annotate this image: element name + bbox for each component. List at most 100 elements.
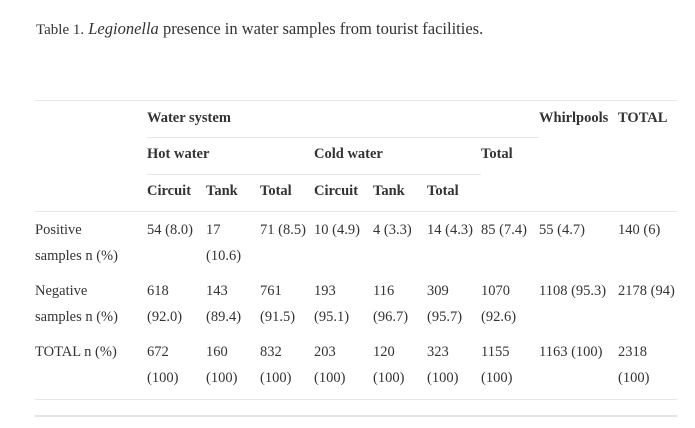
header-row-label-empty xyxy=(35,100,147,212)
header-hot-total: Total xyxy=(260,183,292,199)
row-label-line: TOTAL n (%) xyxy=(35,344,117,360)
cell-value: 10 (4.9) xyxy=(314,222,360,238)
cell-value: (100) xyxy=(147,370,179,386)
header-whirlpools: Whirlpools xyxy=(539,100,618,212)
table-body: Positive samples n (%) 54 (8.0) 17 (10.6) 71 … xyxy=(35,211,677,397)
cell-value: 55 (4.7) xyxy=(539,222,585,238)
cell-grand-total: 140 (6) xyxy=(618,211,677,274)
cell-hot-total: 71 (8.5) xyxy=(260,211,314,274)
header-cold-tank: Tank xyxy=(373,183,405,199)
cell-cold-total: 309 (95.7) xyxy=(427,274,481,335)
cell-cold-total: 14 (4.3) xyxy=(427,211,481,274)
cell-value: 85 (7.4) xyxy=(481,222,527,238)
cell-value: 116 xyxy=(373,283,395,299)
header-cold-water: Cold water xyxy=(314,137,481,175)
cell-value: (100) xyxy=(373,370,405,386)
cell-hot-circuit: 54 (8.0) xyxy=(147,211,206,274)
table-header: Water system Whirlpools TOTAL Hot water … xyxy=(35,100,677,212)
cell-cold-tank: 120 (100) xyxy=(373,335,427,396)
header-hot-water: Hot water xyxy=(147,137,314,175)
cell-value: (95.1) xyxy=(314,309,350,325)
cell-whirlpools: 1108 (95.3) xyxy=(539,274,618,335)
table-bottom-rule xyxy=(35,399,677,400)
cell-grand-total: 2318 (100) xyxy=(618,335,677,396)
cell-hot-tank: 17 (10.6) xyxy=(206,211,260,274)
caption-label: Table 1. xyxy=(36,22,85,38)
caption-organism: Legionella xyxy=(88,19,159,38)
cell-cold-circuit: 193 (95.1) xyxy=(314,274,373,335)
cell-value: (92.6) xyxy=(481,309,517,325)
header-water-system: Water system xyxy=(147,100,539,138)
cell-cold-total: 323 (100) xyxy=(427,335,481,396)
cell-value: 17 xyxy=(206,222,221,238)
row-label-line: samples n (%) xyxy=(35,309,118,325)
cell-value: (96.7) xyxy=(373,309,409,325)
cell-value: 309 xyxy=(427,283,449,299)
row-label-line: Positive xyxy=(35,222,82,238)
cell-value: (92.0) xyxy=(147,309,183,325)
cell-value: 323 xyxy=(427,344,449,360)
cell-hot-circuit: 672 (100) xyxy=(147,335,206,396)
cell-value: 1163 (100) xyxy=(539,344,603,360)
header-hot-tank: Tank xyxy=(206,183,238,199)
cell-value: 1070 xyxy=(481,283,510,299)
cell-value: 143 xyxy=(206,283,228,299)
cell-value: (91.5) xyxy=(260,309,296,325)
cell-value: (100) xyxy=(427,370,459,386)
cell-value: 2318 xyxy=(618,344,647,360)
header-grand-total: TOTAL xyxy=(618,100,677,212)
cell-value: (100) xyxy=(206,370,238,386)
table-caption: Table 1. Legionella presence in water sa… xyxy=(36,19,483,39)
row-label-line: samples n (%) xyxy=(35,248,118,264)
cell-value: (89.4) xyxy=(206,309,242,325)
cell-value: (100) xyxy=(481,370,513,386)
cell-water-total: 1070 (92.6) xyxy=(481,274,539,335)
cell-value: 203 xyxy=(314,344,336,360)
row-label: TOTAL n (%) xyxy=(35,335,147,396)
cell-value: 14 (4.3) xyxy=(427,222,473,238)
cell-value: (10.6) xyxy=(206,248,242,264)
cell-value: 832 xyxy=(260,344,282,360)
row-label: Negative samples n (%) xyxy=(35,274,147,335)
cell-hot-tank: 160 (100) xyxy=(206,335,260,396)
cell-value: 761 xyxy=(260,283,282,299)
cell-value: (100) xyxy=(618,370,650,386)
row-label: Positive samples n (%) xyxy=(35,211,147,274)
cell-value: 4 (3.3) xyxy=(373,222,412,238)
cell-value: 160 xyxy=(206,344,228,360)
caption-text: presence in water samples from tourist f… xyxy=(162,19,484,38)
cell-value: 2178 (94) xyxy=(618,283,675,299)
cell-value: 54 (8.0) xyxy=(147,222,193,238)
cell-value: 193 xyxy=(314,283,336,299)
row-label-line: Negative xyxy=(35,283,88,299)
cell-water-total: 85 (7.4) xyxy=(481,211,539,274)
cell-whirlpools: 1163 (100) xyxy=(539,335,618,396)
cell-grand-total: 2178 (94) xyxy=(618,274,677,335)
cell-cold-tank: 116 (96.7) xyxy=(373,274,427,335)
cell-value: 1155 xyxy=(481,344,510,360)
table-row: TOTAL n (%) 672 (100) 160 (100) 832 (100) 203 (1… xyxy=(35,335,677,396)
cell-cold-circuit: 203 (100) xyxy=(314,335,373,396)
header-hot-circuit: Circuit xyxy=(147,183,192,199)
cell-hot-total: 761 (91.5) xyxy=(260,274,314,335)
table-row: Positive samples n (%) 54 (8.0) 17 (10.6) 71 … xyxy=(35,211,677,274)
cell-water-total: 1155 (100) xyxy=(481,335,539,396)
cell-value: 618 xyxy=(147,283,169,299)
table-row: Negative samples n (%) 618 (92.0) 143 (89.4) 7… xyxy=(35,274,677,335)
cell-value: (95.7) xyxy=(427,309,463,325)
cell-value: 120 xyxy=(373,344,395,360)
cell-value: (100) xyxy=(314,370,346,386)
cell-hot-tank: 143 (89.4) xyxy=(206,274,260,335)
cell-value: (100) xyxy=(260,370,292,386)
header-cold-total: Total xyxy=(427,183,459,199)
header-cold-circuit: Circuit xyxy=(314,183,359,199)
cell-value: 672 xyxy=(147,344,169,360)
cell-value: 1108 (95.3) xyxy=(539,283,607,299)
header-water-total: Total xyxy=(481,146,513,162)
cell-hot-circuit: 618 (92.0) xyxy=(147,274,206,335)
cell-cold-circuit: 10 (4.9) xyxy=(314,211,373,274)
cell-whirlpools: 55 (4.7) xyxy=(539,211,618,274)
table-footer-rule xyxy=(35,415,677,417)
cell-cold-tank: 4 (3.3) xyxy=(373,211,427,274)
cell-value: 71 (8.5) xyxy=(260,222,306,238)
